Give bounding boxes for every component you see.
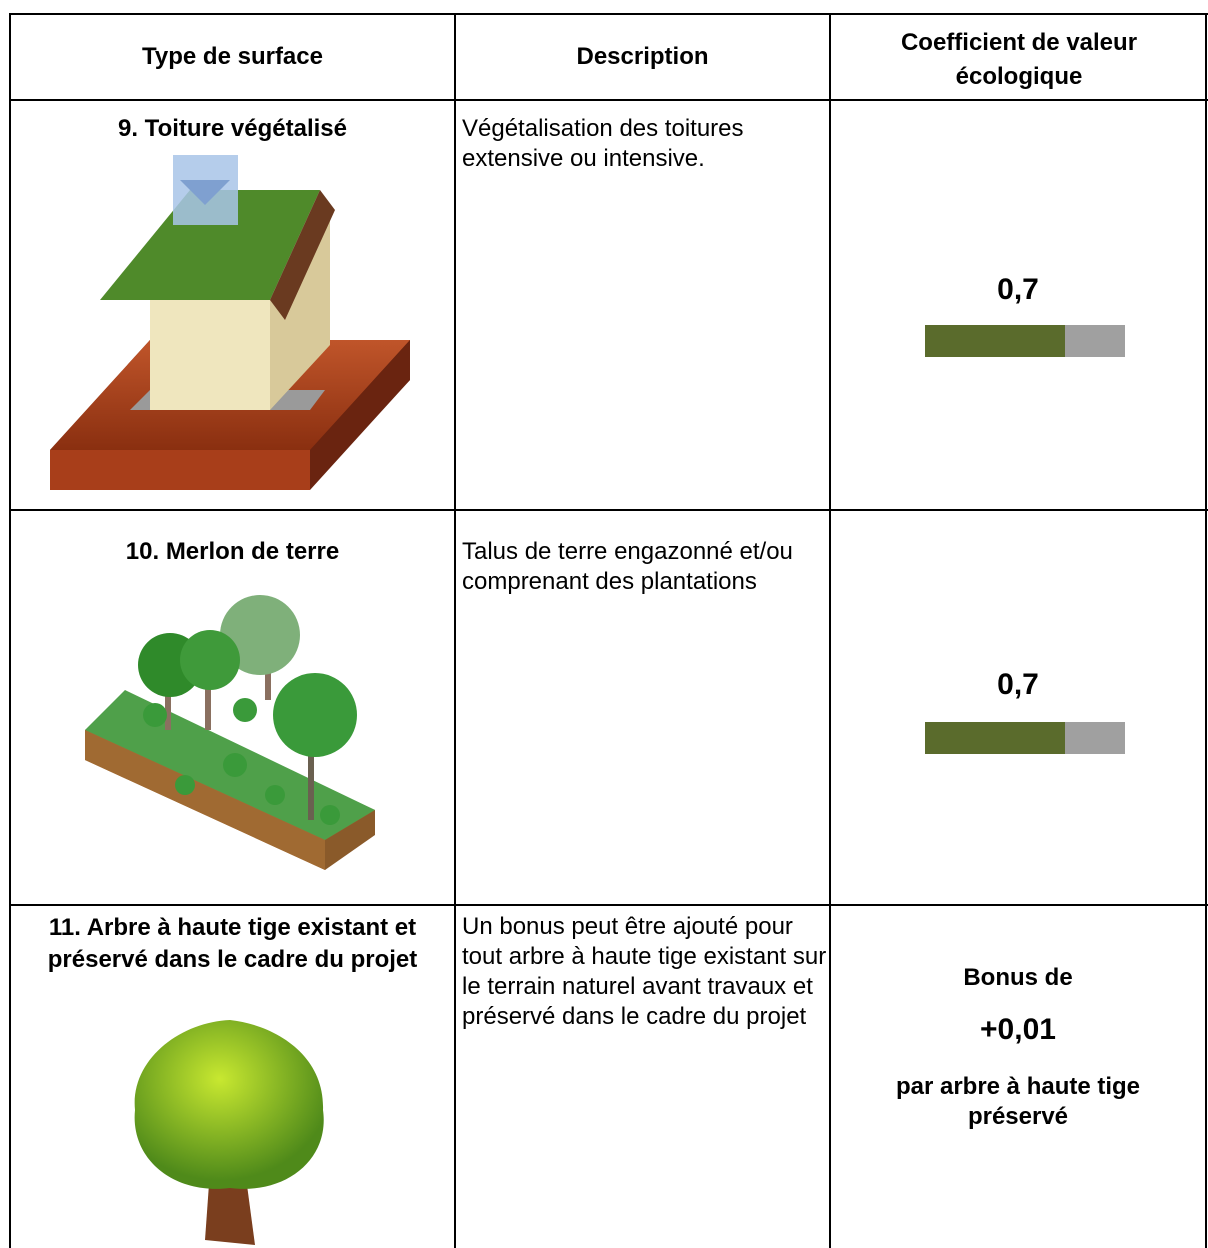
bonus-value: +0,01 (980, 1013, 1056, 1046)
border (829, 13, 831, 1248)
coefficient-label: 0,7 (997, 668, 1039, 701)
tree-illustration (134, 1020, 324, 1245)
bonus-text: Bonus de (963, 964, 1073, 991)
surface-type: 9. Toiture végétalisé (118, 115, 347, 142)
coefficient-track (925, 722, 1125, 754)
description: Un bonus peut être ajouté pour tout arbr… (462, 913, 827, 1030)
coefficient-label: 0,7 (997, 273, 1039, 306)
border (10, 509, 1208, 511)
border (1205, 13, 1207, 1248)
border (9, 13, 11, 1248)
house-illustration (50, 155, 410, 490)
header-cell: Type de surface (142, 43, 323, 70)
description: Talus de terre engazonné et/ou comprenan… (462, 538, 793, 595)
coefficient-track (925, 325, 1125, 357)
surface-type: 11. Arbre à haute tige existant et prése… (47, 914, 418, 973)
border (454, 13, 456, 1248)
border (10, 904, 1208, 906)
header-cell: Description (576, 43, 709, 70)
bonus-text: par arbre à haute tige préservé (895, 1073, 1141, 1130)
coefficient-bar (925, 722, 1065, 754)
surface-type: 10. Merlon de terre (125, 538, 340, 565)
border (10, 99, 1208, 101)
coefficient-bar (925, 325, 1065, 357)
header-cell: Coefficient de valeur écologique (900, 29, 1138, 90)
border (10, 13, 1208, 15)
merlon-illustration (85, 595, 375, 870)
description: Végétalisation des toitures extensive ou… (462, 115, 744, 172)
